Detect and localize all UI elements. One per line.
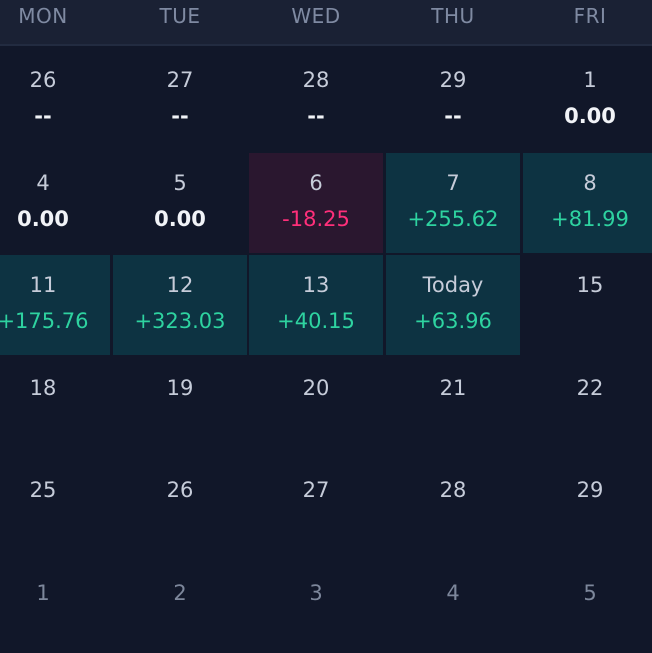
day-cell[interactable]: 26 bbox=[113, 460, 247, 560]
day-number: 4 bbox=[36, 171, 50, 195]
day-cell[interactable]: 22 bbox=[523, 358, 652, 458]
day-number: 18 bbox=[29, 376, 57, 400]
day-pnl-value: +175.76 bbox=[0, 309, 89, 333]
day-cell[interactable]: 4 bbox=[386, 563, 520, 653]
day-cell[interactable]: 15 bbox=[523, 255, 652, 355]
day-cell[interactable]: 8 +81.99 bbox=[523, 153, 652, 253]
day-number: 15 bbox=[576, 273, 604, 297]
day-cell[interactable]: 28 bbox=[386, 460, 520, 560]
day-pnl-value: -18.25 bbox=[282, 207, 350, 231]
day-cell[interactable]: 2 bbox=[113, 563, 247, 653]
weekday-label-tue: TUE bbox=[159, 4, 201, 28]
day-cell[interactable]: 4 0.00 bbox=[0, 153, 110, 253]
day-number: 5 bbox=[173, 171, 187, 195]
day-pnl-value: 0.00 bbox=[154, 207, 206, 231]
day-number: 29 bbox=[576, 478, 604, 502]
day-cell[interactable]: 18 bbox=[0, 358, 110, 458]
day-pnl-value: 0.00 bbox=[564, 104, 616, 128]
day-number: 19 bbox=[166, 376, 194, 400]
day-number: 21 bbox=[439, 376, 467, 400]
day-cell[interactable]: 1 0.00 bbox=[523, 50, 652, 150]
day-cell[interactable]: 28 -- bbox=[249, 50, 383, 150]
day-pnl-value: 0.00 bbox=[17, 207, 69, 231]
day-number: 8 bbox=[583, 171, 597, 195]
day-number: 26 bbox=[166, 478, 194, 502]
day-pnl-value: +40.15 bbox=[277, 309, 355, 333]
day-cell[interactable]: 11 +175.76 bbox=[0, 255, 110, 355]
day-number: 26 bbox=[29, 68, 57, 92]
day-number: 3 bbox=[309, 581, 323, 605]
day-cell[interactable]: 6 -18.25 bbox=[249, 153, 383, 253]
day-number: 22 bbox=[576, 376, 604, 400]
day-number: 28 bbox=[302, 68, 330, 92]
day-number: 28 bbox=[439, 478, 467, 502]
weekday-label-fri: FRI bbox=[573, 4, 607, 28]
day-pnl-value: -- bbox=[171, 104, 189, 128]
day-number: 27 bbox=[302, 478, 330, 502]
day-cell[interactable]: 27 bbox=[249, 460, 383, 560]
weekday-label-wed: WED bbox=[291, 4, 341, 28]
day-number: 11 bbox=[29, 273, 57, 297]
day-cell[interactable]: 29 bbox=[523, 460, 652, 560]
day-number: 7 bbox=[446, 171, 460, 195]
day-cell[interactable]: 13 +40.15 bbox=[249, 255, 383, 355]
day-pnl-value: +63.96 bbox=[414, 309, 492, 333]
day-number: 1 bbox=[36, 581, 50, 605]
day-number: 5 bbox=[583, 581, 597, 605]
day-number: 25 bbox=[29, 478, 57, 502]
day-cell[interactable]: 29 -- bbox=[386, 50, 520, 150]
day-pnl-value: -- bbox=[444, 104, 462, 128]
day-cell[interactable]: 5 bbox=[523, 563, 652, 653]
day-cell[interactable]: 21 bbox=[386, 358, 520, 458]
day-number: 6 bbox=[309, 171, 323, 195]
day-cell[interactable]: 5 0.00 bbox=[113, 153, 247, 253]
day-number: 4 bbox=[446, 581, 460, 605]
day-cell[interactable]: 19 bbox=[113, 358, 247, 458]
day-pnl-value: -- bbox=[307, 104, 325, 128]
day-cell[interactable]: 12 +323.03 bbox=[113, 255, 247, 355]
day-cell[interactable]: 26 -- bbox=[0, 50, 110, 150]
day-cell[interactable]: 25 bbox=[0, 460, 110, 560]
day-cell[interactable]: 3 bbox=[249, 563, 383, 653]
day-number: Today bbox=[422, 273, 484, 297]
day-number: 12 bbox=[166, 273, 194, 297]
day-number: 27 bbox=[166, 68, 194, 92]
day-pnl-value: +255.62 bbox=[407, 207, 499, 231]
weekday-header: MON TUE WED THU FRI bbox=[0, 0, 652, 46]
day-cell[interactable]: 1 bbox=[0, 563, 110, 653]
day-cell[interactable]: 20 bbox=[249, 358, 383, 458]
day-cell[interactable]: 7 +255.62 bbox=[386, 153, 520, 253]
day-number: 20 bbox=[302, 376, 330, 400]
day-cell-today[interactable]: Today +63.96 bbox=[386, 255, 520, 355]
day-pnl-value: +323.03 bbox=[134, 309, 226, 333]
day-pnl-value: +81.99 bbox=[551, 207, 629, 231]
weekday-label-thu: THU bbox=[431, 4, 475, 28]
weekday-label-mon: MON bbox=[18, 4, 68, 28]
day-number: 29 bbox=[439, 68, 467, 92]
day-number: 13 bbox=[302, 273, 330, 297]
day-number: 1 bbox=[583, 68, 597, 92]
day-number: 2 bbox=[173, 581, 187, 605]
day-pnl-value: -- bbox=[34, 104, 52, 128]
day-cell[interactable]: 27 -- bbox=[113, 50, 247, 150]
calendar-grid: 26 -- 27 -- 28 -- 29 -- 1 0.00 4 0.00 5 0.00 6 -18.25 7 +… bbox=[0, 46, 652, 653]
